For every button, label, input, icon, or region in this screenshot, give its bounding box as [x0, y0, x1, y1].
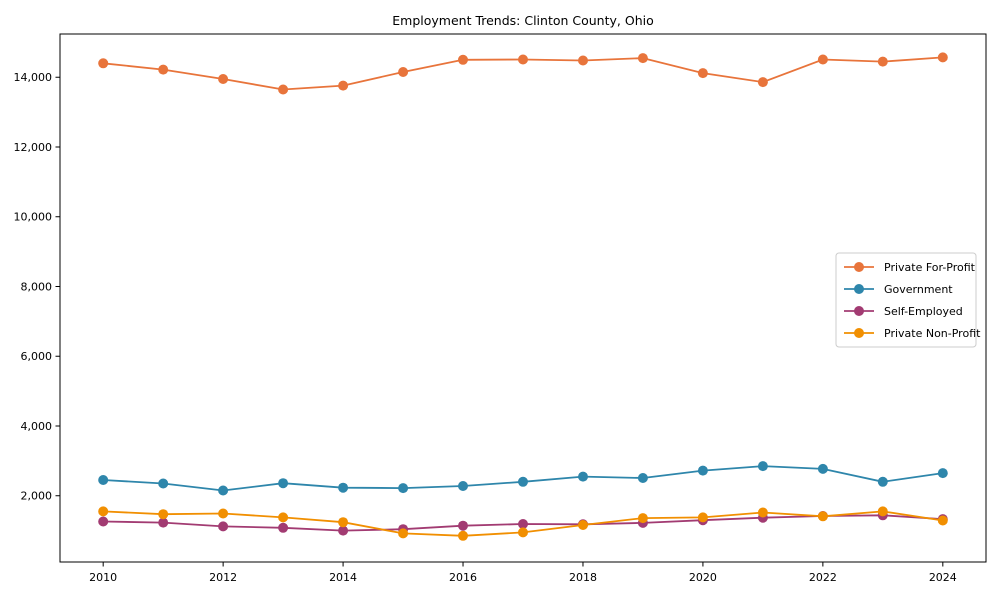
data-point-government — [817, 463, 828, 474]
data-point-private-non-profit — [637, 513, 648, 524]
data-point-private-for-profit — [697, 68, 708, 79]
legend-label-private-for-profit: Private For-Profit — [884, 261, 976, 274]
data-point-government — [458, 481, 468, 491]
y-axis-tick-label: 10,000 — [14, 211, 53, 224]
x-axis-tick-label: 2012 — [209, 571, 237, 584]
data-point-government — [518, 476, 528, 487]
data-point-government — [338, 482, 349, 493]
data-point-private-non-profit — [98, 506, 109, 517]
legend-marker — [854, 262, 864, 272]
y-axis-tick-label: 8,000 — [21, 280, 53, 293]
data-point-private-non-profit — [158, 509, 169, 520]
data-point-private-non-profit — [218, 508, 229, 519]
data-point-self-employed — [218, 521, 229, 532]
x-axis-tick-label: 2016 — [449, 571, 477, 584]
plot-frame — [59, 33, 987, 563]
data-point-private-non-profit — [338, 517, 349, 528]
data-point-self-employed — [518, 519, 528, 529]
data-point-private-for-profit — [218, 74, 229, 84]
data-point-private-non-profit — [817, 511, 828, 522]
data-point-private-for-profit — [278, 84, 289, 95]
y-axis-tick-label: 14,000 — [14, 71, 53, 84]
legend-marker — [854, 328, 864, 338]
data-point-private-non-profit — [757, 507, 768, 518]
x-axis-tick-label: 2010 — [89, 571, 117, 584]
y-axis-tick-label: 12,000 — [14, 141, 53, 154]
data-point-private-for-profit — [98, 58, 109, 69]
data-point-private-for-profit — [578, 55, 588, 66]
data-point-private-for-profit — [637, 53, 648, 64]
data-point-private-for-profit — [458, 54, 468, 65]
data-point-private-for-profit — [877, 56, 888, 67]
legend-label-self-employed: Self-Employed — [884, 305, 963, 318]
data-point-self-employed — [158, 517, 169, 528]
data-point-government — [637, 473, 648, 483]
y-axis-tick-label: 4,000 — [21, 420, 53, 433]
data-point-private-for-profit — [398, 67, 409, 77]
data-point-government — [218, 485, 229, 496]
data-point-private-for-profit — [518, 54, 528, 65]
legend-marker — [854, 284, 864, 294]
data-point-private-non-profit — [937, 515, 948, 526]
x-axis-tick-label: 2014 — [329, 571, 357, 584]
data-point-private-non-profit — [458, 530, 468, 541]
chart-title: Employment Trends: Clinton County, Ohio — [392, 13, 654, 28]
y-axis-tick-label: 2,000 — [21, 490, 53, 503]
data-point-private-for-profit — [158, 64, 169, 75]
legend-label-private-non-profit: Private Non-Profit — [884, 327, 981, 340]
data-point-government — [697, 465, 708, 476]
data-point-private-for-profit — [937, 52, 948, 63]
data-point-private-non-profit — [518, 527, 528, 538]
legend-label-government: Government — [884, 283, 953, 296]
y-axis-tick-label: 6,000 — [21, 350, 53, 363]
data-point-self-employed — [338, 525, 349, 536]
x-axis-tick-label: 2022 — [809, 571, 837, 584]
data-point-private-for-profit — [757, 77, 768, 88]
data-point-self-employed — [98, 516, 109, 527]
data-point-private-non-profit — [697, 512, 708, 523]
x-axis-tick-label: 2020 — [689, 571, 717, 584]
data-point-private-non-profit — [278, 512, 289, 523]
data-point-private-for-profit — [817, 54, 828, 65]
data-point-self-employed — [278, 522, 289, 533]
x-axis-tick-label: 2024 — [929, 571, 957, 584]
data-point-government — [757, 461, 768, 472]
legend-marker — [854, 306, 864, 316]
data-point-government — [398, 483, 409, 494]
legend-box — [835, 252, 977, 348]
x-axis-tick-label: 2018 — [569, 571, 597, 584]
data-point-government — [578, 471, 588, 482]
data-point-self-employed — [458, 520, 468, 531]
data-point-government — [278, 478, 289, 489]
data-point-government — [98, 475, 109, 485]
data-point-private-for-profit — [338, 80, 349, 91]
data-point-private-non-profit — [877, 506, 888, 517]
data-point-government — [877, 476, 888, 487]
data-point-government — [937, 468, 948, 479]
data-point-private-non-profit — [398, 528, 409, 539]
data-point-government — [158, 478, 169, 489]
data-point-private-non-profit — [578, 520, 588, 530]
